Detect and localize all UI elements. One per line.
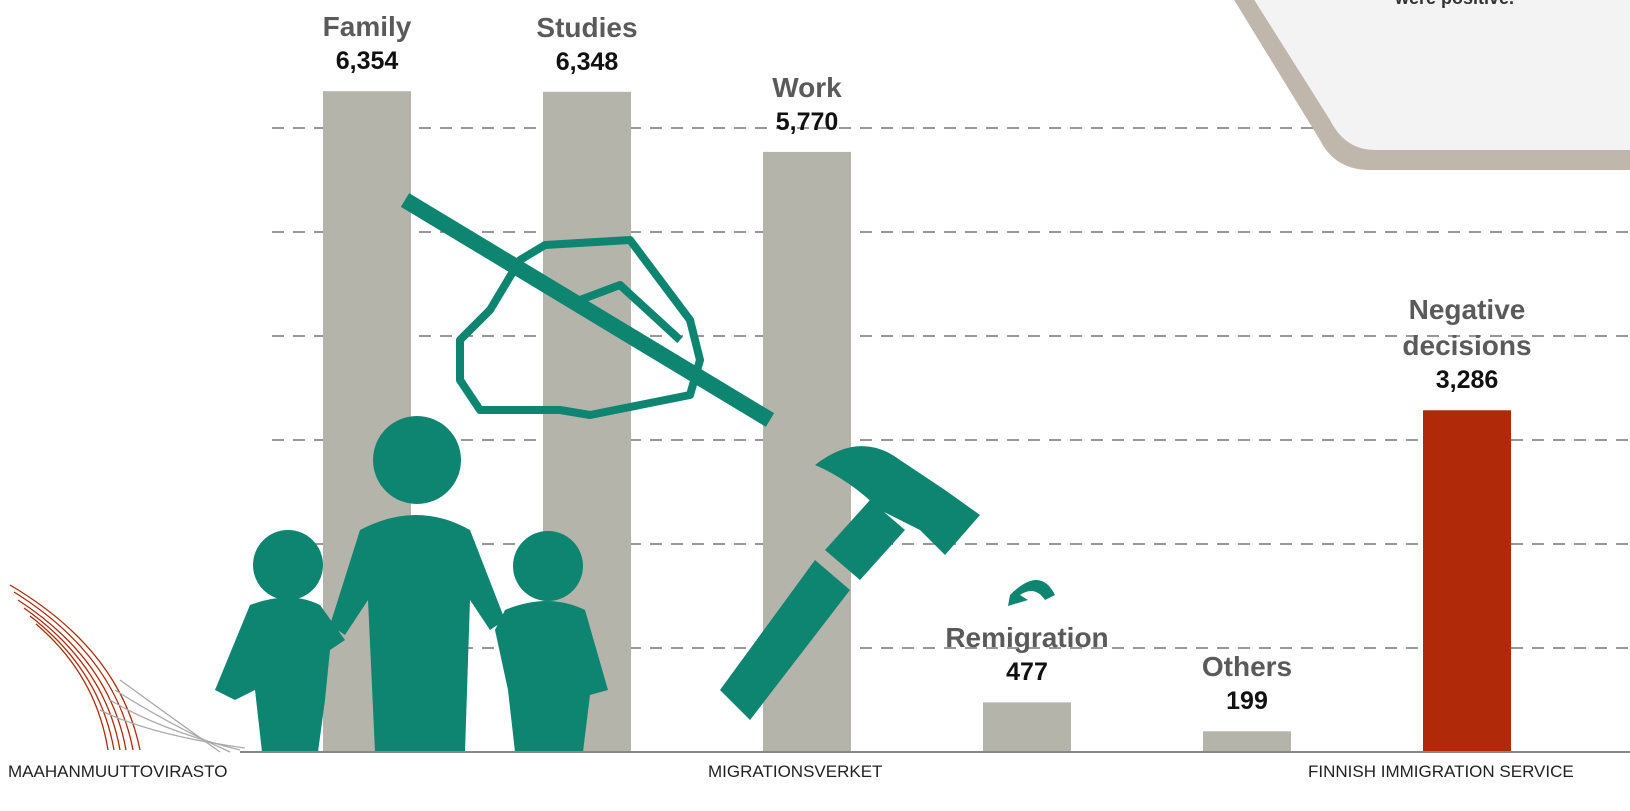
logo (9, 584, 246, 753)
footer-text: FINNISH IMMIGRATION SERVICE (1308, 762, 1574, 781)
value-label: 6,354 (335, 47, 399, 76)
value-label: 5,770 (775, 107, 839, 136)
footer-text: MIGRATIONSVERKET (708, 762, 883, 781)
bar (1203, 731, 1291, 752)
category-label: Work (772, 71, 842, 103)
bar (1423, 410, 1511, 752)
remigration-icon (1008, 580, 1055, 606)
category-label: Remigration (945, 622, 1109, 654)
value-label: 3,286 (1435, 366, 1499, 395)
hammer-icon (720, 446, 980, 720)
footer-text: MAAHANMUUTTOVIRASTO (8, 762, 228, 781)
category-label: Others (1201, 651, 1293, 683)
value-label: 477 (1006, 658, 1048, 687)
callout-box (1254, 0, 1630, 150)
callout-text: were positive. (1395, 0, 1514, 9)
hand-pen-icon (400, 193, 775, 427)
family-icon (215, 416, 608, 752)
bar (983, 702, 1071, 752)
category-label: Negative decisions (1402, 294, 1532, 362)
value-label: 6,348 (555, 47, 619, 76)
category-label: Studies (536, 11, 638, 43)
category-label: Family (322, 11, 412, 43)
value-label: 199 (1226, 687, 1268, 716)
